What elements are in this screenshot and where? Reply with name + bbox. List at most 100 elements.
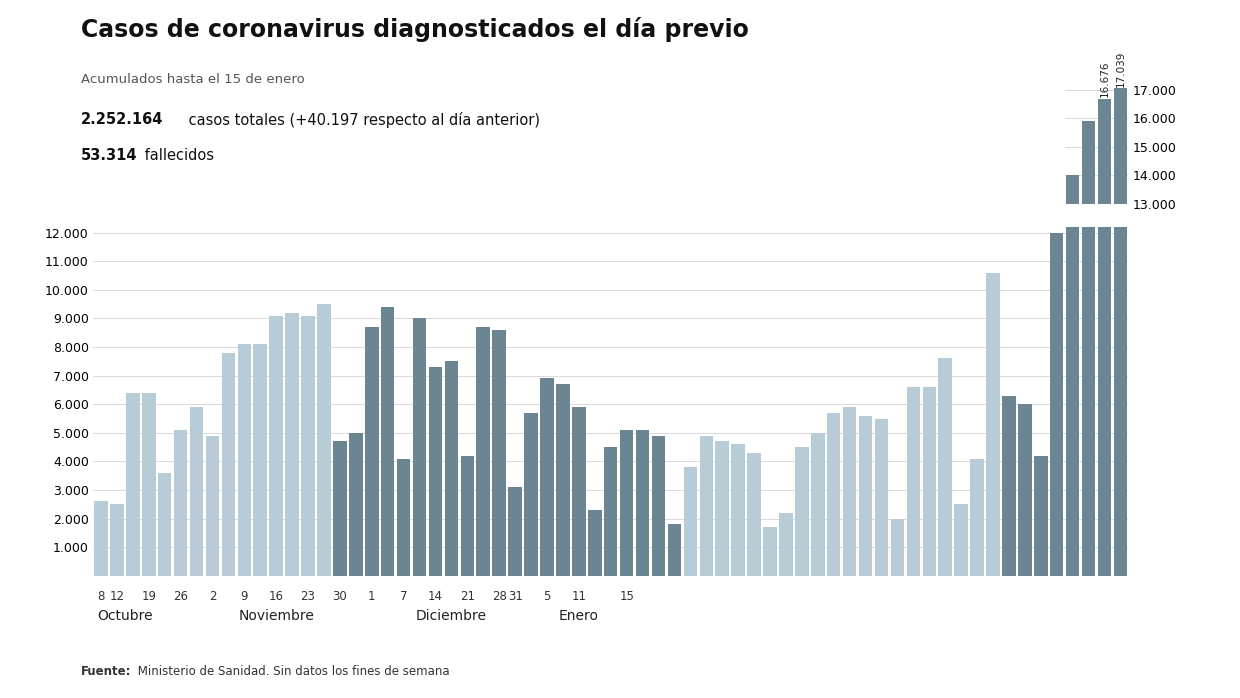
Bar	[843, 407, 857, 576]
Text: 31: 31	[507, 590, 522, 603]
Text: Diciembre: Diciembre	[415, 609, 487, 623]
Bar	[1081, 121, 1095, 576]
Text: Enero: Enero	[559, 609, 599, 623]
Bar	[445, 362, 458, 576]
Text: 15: 15	[619, 590, 634, 603]
Bar	[143, 393, 155, 576]
Text: 17.039: 17.039	[1116, 51, 1126, 87]
Bar	[126, 393, 140, 576]
Bar	[1114, 227, 1127, 576]
Text: fallecidos: fallecidos	[140, 148, 215, 163]
Bar	[190, 407, 203, 576]
Bar	[1081, 227, 1095, 576]
Bar	[748, 453, 761, 576]
Bar	[683, 467, 697, 576]
Text: 16.676: 16.676	[1100, 61, 1110, 98]
Bar	[1018, 404, 1032, 576]
Bar	[811, 433, 825, 576]
Text: Casos de coronavirus diagnosticados el día previo: Casos de coronavirus diagnosticados el d…	[81, 17, 749, 43]
Text: Ministerio de Sanidad. Sin datos los fines de semana: Ministerio de Sanidad. Sin datos los fin…	[134, 665, 450, 678]
Bar	[253, 344, 267, 576]
Bar	[222, 352, 236, 576]
Text: casos totales (+40.197 respecto al día anterior): casos totales (+40.197 respecto al día a…	[184, 112, 539, 128]
Bar	[285, 313, 299, 576]
Bar	[732, 444, 745, 576]
Bar	[604, 447, 618, 576]
Bar	[620, 430, 634, 576]
Bar	[157, 473, 171, 576]
Bar	[588, 510, 601, 576]
Bar	[1097, 227, 1111, 576]
Bar	[906, 387, 920, 576]
Bar	[541, 378, 554, 576]
Bar	[238, 344, 250, 576]
Text: Acumulados hasta el 15 de enero: Acumulados hasta el 15 de enero	[81, 73, 304, 87]
Bar	[923, 387, 936, 576]
Bar	[827, 413, 841, 576]
Text: 5: 5	[543, 590, 551, 603]
Bar	[206, 436, 219, 576]
Text: 12: 12	[109, 590, 124, 603]
Text: 16: 16	[269, 590, 284, 603]
Bar	[795, 447, 808, 576]
Text: 19: 19	[141, 590, 156, 603]
Bar	[317, 304, 331, 576]
Text: 53.314: 53.314	[81, 148, 138, 163]
Text: 23: 23	[300, 590, 315, 603]
Bar	[971, 459, 983, 576]
Text: Octubre: Octubre	[97, 609, 153, 623]
Bar	[986, 273, 999, 576]
Text: 2.252.164: 2.252.164	[81, 112, 162, 126]
Bar	[525, 413, 538, 576]
Bar	[174, 430, 187, 576]
Bar	[492, 330, 506, 576]
Text: 1: 1	[368, 590, 376, 603]
Bar	[890, 519, 904, 576]
Text: 28: 28	[492, 590, 507, 603]
Text: 2: 2	[208, 590, 216, 603]
Bar	[381, 307, 394, 576]
Bar	[874, 419, 888, 576]
Text: 11: 11	[572, 590, 587, 603]
Bar	[334, 441, 347, 576]
Bar	[397, 459, 410, 576]
Bar	[764, 527, 776, 576]
Bar	[859, 415, 872, 576]
Bar	[350, 433, 362, 576]
Bar	[269, 315, 283, 576]
Bar	[365, 327, 378, 576]
Bar	[667, 524, 681, 576]
Bar	[1066, 175, 1079, 576]
Bar	[476, 327, 490, 576]
Bar	[1002, 396, 1016, 576]
Text: 9: 9	[241, 590, 248, 603]
Bar	[572, 407, 585, 576]
Bar	[557, 384, 569, 576]
Bar	[1034, 456, 1048, 576]
Bar	[1066, 227, 1079, 576]
Bar	[94, 501, 108, 576]
Bar	[413, 318, 427, 576]
Text: Fuente:: Fuente:	[81, 665, 131, 678]
Bar	[955, 505, 968, 576]
Text: 14: 14	[428, 590, 443, 603]
Text: 21: 21	[460, 590, 475, 603]
Bar	[110, 505, 124, 576]
Bar	[460, 456, 474, 576]
Bar	[636, 430, 650, 576]
Bar	[508, 487, 522, 576]
Bar	[939, 359, 952, 576]
Bar	[301, 315, 315, 576]
Bar	[652, 436, 665, 576]
Text: Noviembre: Noviembre	[238, 609, 314, 623]
Bar	[1097, 99, 1111, 576]
Bar	[429, 367, 443, 576]
Bar	[1050, 232, 1064, 576]
Bar	[699, 436, 713, 576]
Bar	[715, 441, 729, 576]
Bar	[779, 513, 792, 576]
Text: 7: 7	[399, 590, 408, 603]
Text: 30: 30	[332, 590, 347, 603]
Bar	[1114, 89, 1127, 576]
Text: 8: 8	[97, 590, 104, 603]
